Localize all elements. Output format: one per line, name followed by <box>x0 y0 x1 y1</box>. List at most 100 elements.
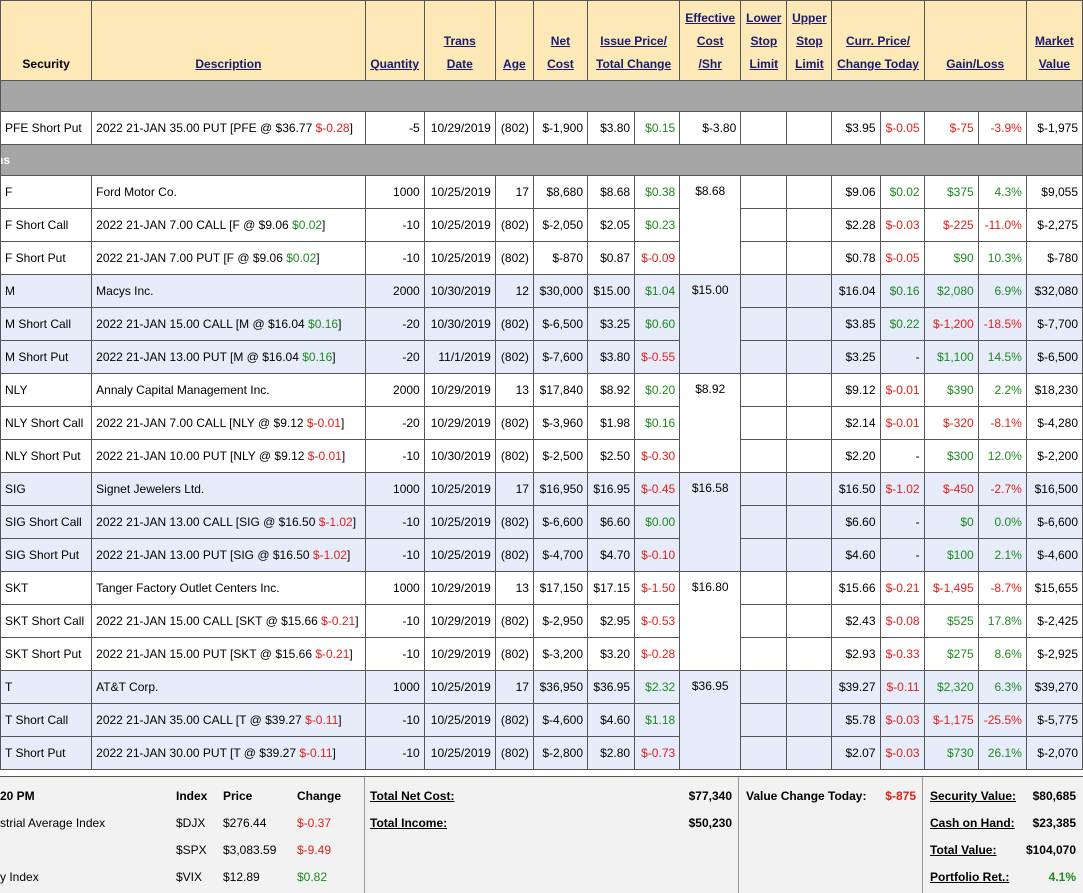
security-cell[interactable]: M Short Call <box>0 307 93 341</box>
position-row[interactable]: SIG Short Put 2022 21-JAN 13.00 PUT [SIG … <box>0 538 1083 572</box>
upper-stop-cell[interactable] <box>786 505 833 539</box>
lower-stop-cell[interactable] <box>740 703 788 737</box>
security-cell[interactable]: SKT Short Call <box>0 604 93 638</box>
col-lower-stop[interactable]: Lower Stop Limit <box>740 0 788 81</box>
col-upper-stop[interactable]: Upper Stop Limit <box>786 0 833 81</box>
upper-stop-cell[interactable] <box>786 472 833 506</box>
security-cell[interactable]: PFE Short Put <box>0 111 93 145</box>
security-cell[interactable]: NLY Short Call <box>0 406 93 440</box>
col-market-value[interactable]: Market Value <box>1025 0 1083 81</box>
net-cost-cell: $-2,050 <box>532 208 589 242</box>
lower-stop-cell[interactable] <box>740 604 788 638</box>
security-cell[interactable]: T Short Call <box>0 703 93 737</box>
col-net-cost[interactable]: Net Cost <box>532 0 589 81</box>
upper-stop-cell[interactable] <box>786 670 833 704</box>
upper-stop-cell[interactable] <box>786 406 833 440</box>
trans-date-cell: 10/25/2019 <box>423 538 496 572</box>
position-row[interactable]: SIG Short Call 2022 21-JAN 13.00 CALL [SI… <box>0 505 1083 539</box>
lower-stop-cell[interactable] <box>740 406 788 440</box>
upper-stop-cell[interactable] <box>786 340 833 374</box>
lower-stop-cell[interactable] <box>740 241 788 275</box>
position-row[interactable]: F Short Put 2022 21-JAN 7.00 PUT [F @ $9.… <box>0 241 1083 275</box>
lower-stop-cell[interactable] <box>740 637 788 671</box>
upper-stop-cell[interactable] <box>786 571 833 605</box>
position-row[interactable]: NLY Annaly Capital Management Inc. 2000 10/… <box>0 373 1083 473</box>
description-end: ] <box>349 646 353 661</box>
age-cell: (802) <box>494 439 534 473</box>
security-cell[interactable]: M <box>0 274 93 308</box>
current-price-cell: $9.06 <box>831 175 881 209</box>
position-row[interactable]: NLY Short Call 2022 21-JAN 7.00 CALL [NLY… <box>0 406 1083 440</box>
col-current-price[interactable]: Curr. Price/Change Today <box>831 0 925 81</box>
col-description[interactable]: Description <box>91 0 366 81</box>
upper-stop-cell[interactable] <box>786 538 833 572</box>
position-row[interactable]: SKT Short Put 2022 21-JAN 15.00 PUT [SKT … <box>0 637 1083 671</box>
lower-stop-cell[interactable] <box>740 274 788 308</box>
upper-stop-cell[interactable] <box>786 111 833 145</box>
position-row[interactable]: F Short Call 2022 21-JAN 7.00 CALL [F @ $… <box>0 208 1083 242</box>
upper-stop-cell[interactable] <box>786 703 833 737</box>
lower-stop-cell[interactable] <box>740 472 788 506</box>
security-cell[interactable]: SIG Short Put <box>0 538 93 572</box>
upper-stop-cell[interactable] <box>786 439 833 473</box>
security-cell[interactable]: F Short Put <box>0 241 93 275</box>
lower-stop-cell[interactable] <box>740 670 788 704</box>
security-cell[interactable]: NLY Short Put <box>0 439 93 473</box>
security-cell[interactable]: T Short Put <box>0 736 93 770</box>
gain-loss-pct-cell: 2.1% <box>977 538 1027 572</box>
lower-stop-cell[interactable] <box>740 340 788 374</box>
lower-stop-cell[interactable] <box>740 736 788 770</box>
col-gain-loss[interactable]: Gain/Loss <box>923 0 1027 81</box>
security-cell[interactable]: SIG <box>0 472 93 506</box>
position-row[interactable]: M Macys Inc. 2000 10/30/2019 12 $30,000 $15.00… <box>0 274 1083 374</box>
position-row[interactable]: T AT&T Corp. 1000 10/25/2019 17 $36,950 $36.95… <box>0 670 1083 770</box>
lower-stop-cell[interactable] <box>740 208 788 242</box>
change-today-cell: - <box>879 439 925 473</box>
security-cell[interactable]: SIG Short Call <box>0 505 93 539</box>
position-row[interactable]: PFE Short Put 2022 21-JAN 35.00 PUT [PFE … <box>0 111 1083 145</box>
lower-stop-cell[interactable] <box>740 175 788 209</box>
upper-stop-cell[interactable] <box>786 241 833 275</box>
change-today-cell: $-0.33 <box>879 637 925 671</box>
position-row[interactable]: SIG Signet Jewelers Ltd. 1000 10/25/2019 17 $… <box>0 472 1083 572</box>
position-row[interactable]: F Ford Motor Co. 1000 10/25/2019 17 $8,680 $8.… <box>0 175 1083 275</box>
security-cell[interactable]: F Short Call <box>0 208 93 242</box>
position-row[interactable]: NLY Short Put 2022 21-JAN 10.00 PUT [NLY … <box>0 439 1083 473</box>
upper-stop-cell[interactable] <box>786 373 833 407</box>
upper-stop-cell[interactable] <box>786 208 833 242</box>
security-cell[interactable]: NLY <box>0 373 93 407</box>
upper-stop-cell[interactable] <box>786 307 833 341</box>
position-row[interactable]: T Short Put 2022 21-JAN 30.00 PUT [T @ $3… <box>0 736 1083 770</box>
trans-date-cell: 10/25/2019 <box>423 472 496 506</box>
security-cell[interactable]: T <box>0 670 93 704</box>
col-security[interactable]: Security <box>0 0 93 81</box>
lower-stop-cell[interactable] <box>740 505 788 539</box>
upper-stop-cell[interactable] <box>786 175 833 209</box>
totals-panel: Security Value: $80,685 Cash on Hand: $2… <box>922 777 1083 893</box>
upper-stop-cell[interactable] <box>786 736 833 770</box>
position-row[interactable]: SKT Tanger Factory Outlet Centers Inc. 100… <box>0 571 1083 671</box>
col-trans-date[interactable]: Trans Date <box>423 0 496 81</box>
security-cell[interactable]: M Short Put <box>0 340 93 374</box>
upper-stop-cell[interactable] <box>786 274 833 308</box>
position-row[interactable]: M Short Put 2022 21-JAN 13.00 PUT [M @ $1… <box>0 340 1083 374</box>
lower-stop-cell[interactable] <box>740 439 788 473</box>
lower-stop-cell[interactable] <box>740 538 788 572</box>
col-age[interactable]: Age <box>494 0 534 81</box>
col-quantity[interactable]: Quantity <box>364 0 425 81</box>
issue-price-cell: $3.25 <box>587 307 636 341</box>
lower-stop-cell[interactable] <box>740 111 788 145</box>
position-row[interactable]: SKT Short Call 2022 21-JAN 15.00 CALL [SK… <box>0 604 1083 638</box>
col-effective-cost[interactable]: Effective Cost/Shr <box>679 0 742 81</box>
col-issue-price[interactable]: Issue Price/Total Change <box>587 0 681 81</box>
security-cell[interactable]: SKT Short Put <box>0 637 93 671</box>
lower-stop-cell[interactable] <box>740 307 788 341</box>
security-cell[interactable]: F <box>0 175 93 209</box>
position-row[interactable]: T Short Call 2022 21-JAN 35.00 CALL [T @ … <box>0 703 1083 737</box>
lower-stop-cell[interactable] <box>740 571 788 605</box>
upper-stop-cell[interactable] <box>786 637 833 671</box>
upper-stop-cell[interactable] <box>786 604 833 638</box>
security-cell[interactable]: SKT <box>0 571 93 605</box>
position-row[interactable]: M Short Call 2022 21-JAN 15.00 CALL [M @ … <box>0 307 1083 341</box>
lower-stop-cell[interactable] <box>740 373 788 407</box>
